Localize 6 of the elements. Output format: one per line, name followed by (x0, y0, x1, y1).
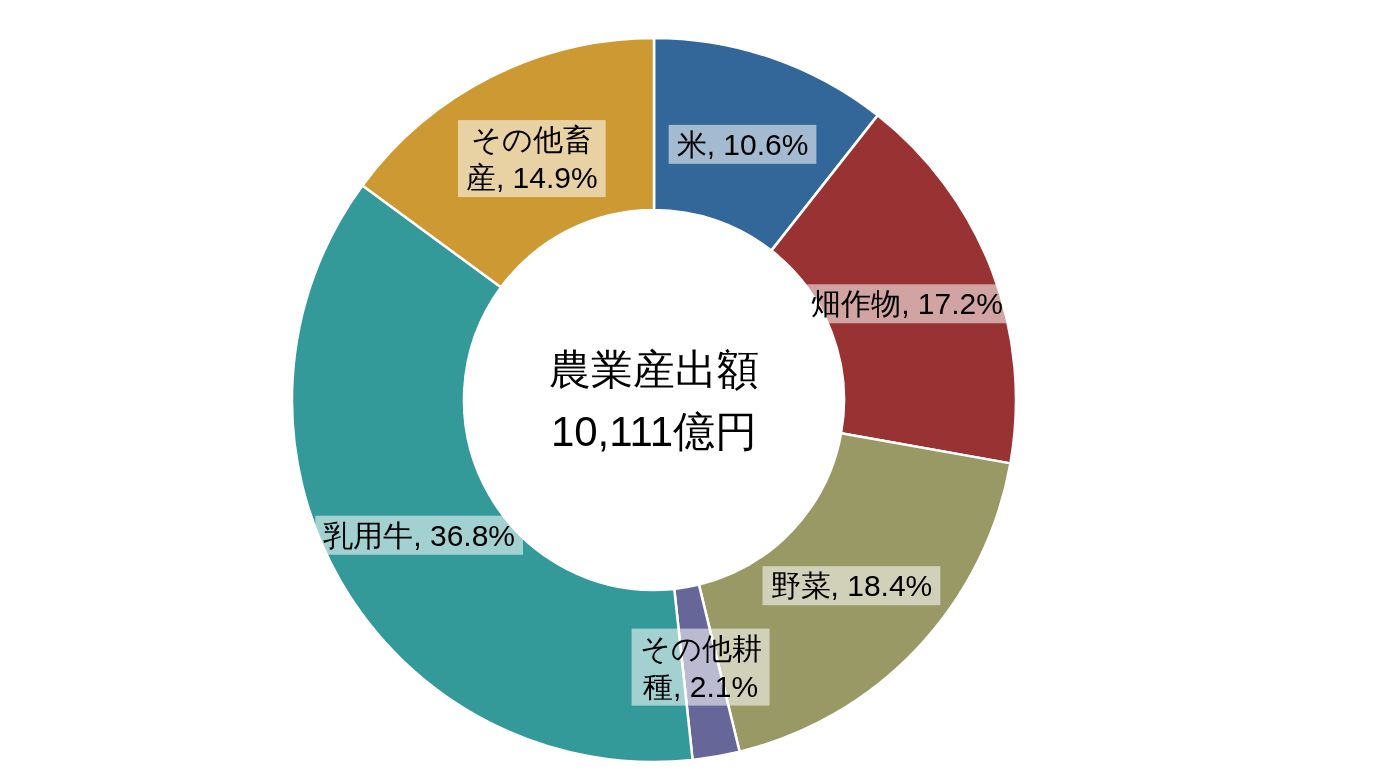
slice-label: 乳用牛, 36.8% (323, 518, 516, 552)
slice-label: 米, 10.6% (676, 127, 809, 161)
slice-label: 畑作物, 17.2% (811, 287, 1003, 321)
slice-label: 野菜, 18.4% (770, 569, 933, 603)
slice-label: その他畜産, 14.9% (465, 123, 598, 195)
slice-label: その他耕種, 2.1% (639, 631, 762, 703)
